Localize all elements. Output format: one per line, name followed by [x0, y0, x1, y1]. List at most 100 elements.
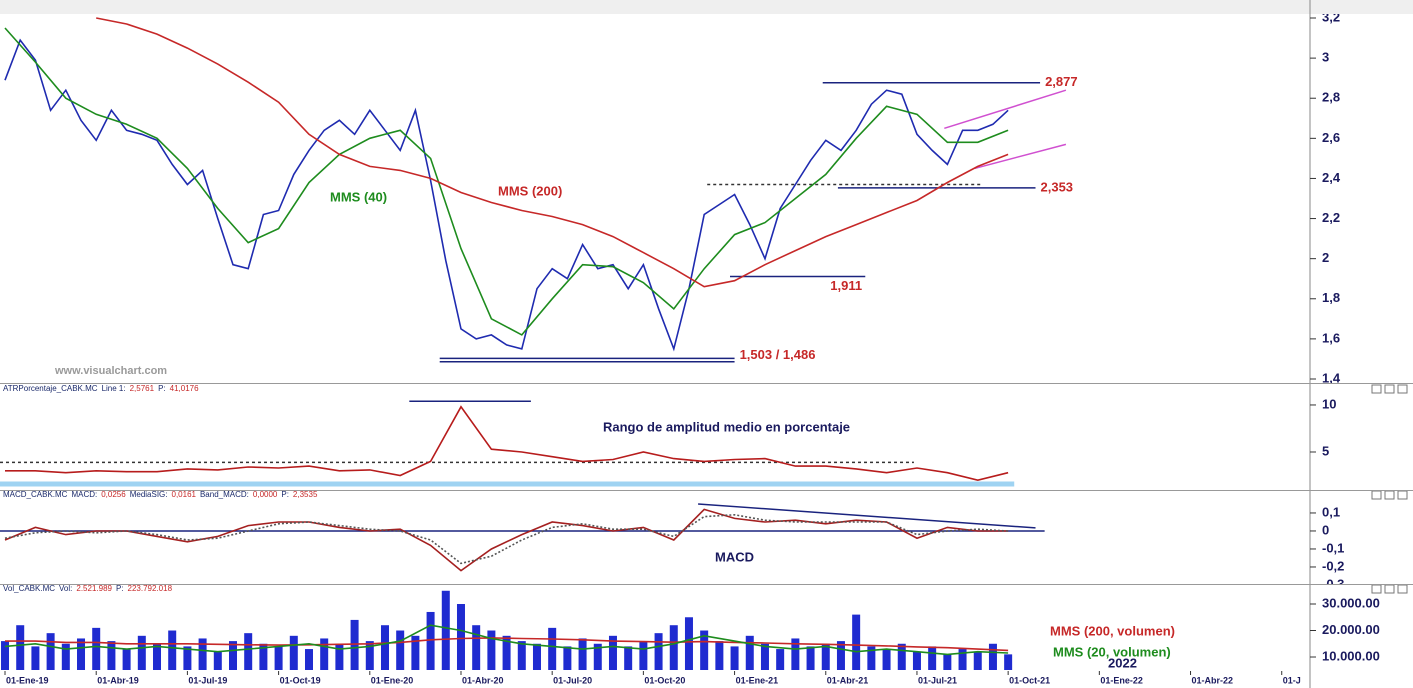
y-tick-label: 30.000.00 [1322, 595, 1380, 610]
volume-bar [259, 643, 268, 670]
header-item: P: [281, 490, 289, 499]
pane: CABK.MC - CAIXABANK - 1 dDif. %:-0,44Dif… [4, 14, 1341, 383]
y-tick-label: 1,6 [1322, 330, 1340, 345]
volume-bar [137, 635, 146, 670]
volume-bar [198, 638, 207, 670]
series-line [96, 17, 1009, 288]
series-line [4, 513, 1009, 565]
annotation: www.visualchart.com [54, 365, 167, 377]
volume-bar [153, 643, 162, 670]
volume-bar [441, 590, 450, 670]
volume-bar [836, 641, 845, 670]
volume-bar [532, 643, 541, 670]
volume-bar [244, 633, 253, 670]
y-tick-label: 3 [1322, 50, 1329, 65]
level-label: 1,911 [830, 278, 862, 293]
volume-bar [350, 619, 359, 670]
header-item: 2.521.989 [76, 584, 112, 593]
volume-bar [548, 627, 557, 670]
header-item: Vol_CABK.MC [3, 584, 55, 593]
volume-bar [92, 627, 101, 670]
header-item: 0,0000 [253, 490, 278, 499]
window-button [1371, 384, 1382, 394]
volume-bar [1004, 654, 1013, 670]
volume-bar [517, 641, 526, 670]
volume-bar [912, 651, 921, 670]
y-tick-label: 2 [1322, 250, 1329, 265]
x-tick-label: 01-Oct-20 [644, 675, 685, 685]
y-tick-label: 5 [1322, 443, 1329, 458]
y-tick-label: 2,6 [1322, 130, 1340, 145]
y-tick-label: 1,8 [1322, 290, 1340, 305]
x-tick-label: 01-J [1283, 675, 1301, 685]
volume-bar [882, 649, 891, 670]
trend-line [974, 143, 1067, 170]
window-button [1371, 585, 1382, 594]
header-item: 0,0256 [101, 490, 126, 499]
annotation: MMS (200) [498, 183, 562, 198]
volume-bar [1, 641, 10, 670]
pane-header: Vol_CABK.MC Vol: 2.521.989 P: 223.792.018 [3, 584, 173, 593]
volume-bar [578, 638, 587, 670]
series-line [4, 38, 1009, 352]
volume-bar [77, 638, 86, 670]
volume-bar [107, 641, 116, 670]
volume-bar [760, 643, 769, 670]
header-item: 223.792.018 [128, 584, 173, 593]
header-item: P: [116, 584, 124, 593]
x-tick-label: 01-Abr-19 [97, 675, 139, 685]
trend-line [698, 503, 1036, 529]
x-tick-label: 01-Ene-22 [1100, 675, 1143, 685]
header-item: MACD: [71, 490, 97, 499]
volume-bar [745, 635, 754, 670]
annotation: MACD [715, 549, 754, 564]
header-item: ATRPorcentaje_CABK.MC [3, 384, 98, 393]
y-tick-label: 10.000.00 [1322, 648, 1380, 663]
x-tick-label: 01-Jul-19 [188, 675, 227, 685]
volume-bar [320, 638, 329, 670]
pane: Vol_CABK.MC Vol: 2.521.989 P: 223.792.018 30.… [1, 584, 1408, 670]
volume-bar [396, 630, 405, 670]
x-tick-label: 01-Abr-22 [1192, 675, 1234, 685]
volume-bar [168, 630, 177, 670]
y-tick-label: 10 [1322, 396, 1336, 411]
series-line [5, 637, 1009, 652]
annotation: 2022 [1108, 655, 1137, 670]
pane: MACD_CABK.MC MACD: 0,0256 MediaSIG: 0,0161 Ba… [0, 490, 1408, 584]
window-button [1397, 585, 1408, 594]
volume-bar [943, 654, 952, 670]
volume-bar [304, 649, 313, 670]
volume-bar [973, 651, 982, 670]
volume-bar [31, 646, 40, 670]
series-line [4, 27, 1009, 336]
x-tick-label: 01-Ene-20 [371, 675, 414, 685]
y-tick-label: 2,4 [1322, 170, 1341, 185]
y-tick-label: 0 [1322, 522, 1329, 537]
header-item: Vol: [59, 584, 72, 593]
x-tick-label: 01-Oct-19 [280, 675, 321, 685]
window-button [1384, 585, 1395, 594]
volume-bar [456, 604, 465, 670]
volume-bar [487, 630, 496, 670]
header-item: MediaSIG: [130, 490, 168, 499]
y-tick-label: 2,8 [1322, 90, 1340, 105]
level-label: 2,353 [1041, 179, 1074, 194]
series-line [5, 405, 1009, 482]
header-strip [0, 0, 1413, 14]
x-tick-label: 01-Oct-21 [1009, 675, 1050, 685]
annotation: Rango de amplitud medio en porcentaje [603, 419, 850, 434]
header-item: MACD_CABK.MC [3, 490, 68, 499]
volume-bar [502, 635, 511, 670]
volume-bar [791, 638, 800, 670]
header-item: 2,3535 [293, 490, 318, 499]
volume-bar [776, 649, 785, 670]
y-tick-label: -0,1 [1322, 540, 1344, 555]
header-item: Line 1: [102, 384, 126, 393]
volume-bar [426, 611, 435, 670]
pane-header: ATRPorcentaje_CABK.MC Line 1: 2,5761 P: 41,0… [3, 384, 199, 393]
x-tick-label: 01-Ene-19 [6, 675, 49, 685]
volume-bar [928, 646, 937, 670]
volume-bar [563, 646, 572, 670]
